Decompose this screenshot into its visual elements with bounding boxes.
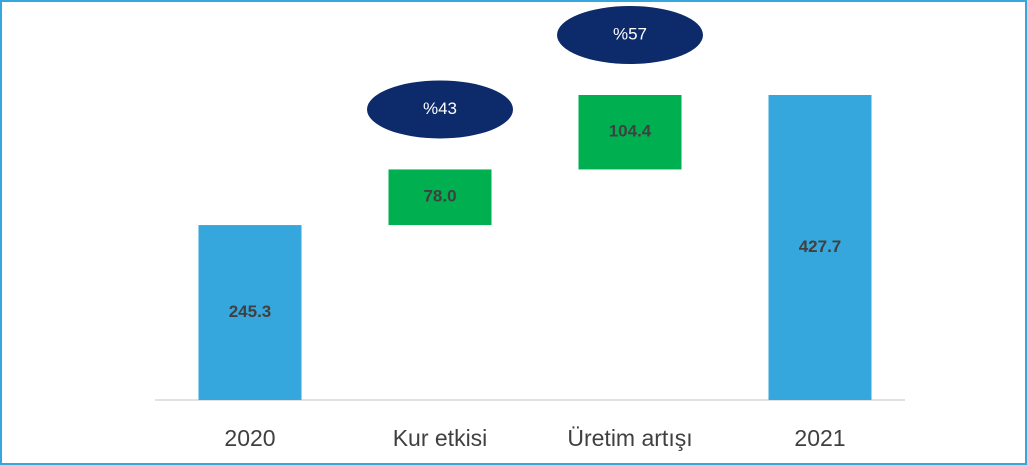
x-tick-label: 2020 xyxy=(224,425,275,451)
x-tick-label: Üretim artışı xyxy=(567,425,692,451)
share-label: %43 xyxy=(423,99,457,118)
value-label: 78.0 xyxy=(423,187,456,206)
bar xyxy=(578,95,682,170)
share-bubble xyxy=(557,6,703,64)
bar xyxy=(198,225,302,400)
share-bubble xyxy=(367,80,513,139)
x-tick-label: 2021 xyxy=(794,425,845,451)
share-label: %57 xyxy=(613,24,647,43)
bar xyxy=(768,95,872,400)
value-label: 427.7 xyxy=(799,237,842,256)
bar xyxy=(388,169,492,226)
value-label: 245.3 xyxy=(229,302,272,321)
x-tick-label: Kur etkisi xyxy=(393,425,488,451)
value-label: 104.4 xyxy=(609,122,652,141)
